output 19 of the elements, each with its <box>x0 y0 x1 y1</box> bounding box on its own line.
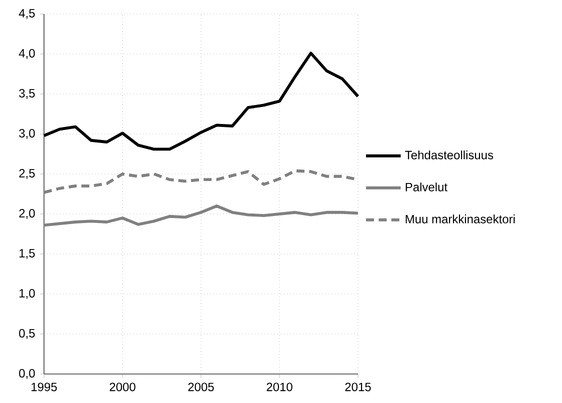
legend-label: Muu markkinasektori <box>406 214 515 224</box>
y-tick-label: 1,0 <box>20 289 35 299</box>
x-tick-label: 1995 <box>32 382 57 392</box>
x-tick-label: 2010 <box>266 382 292 392</box>
x-tick-label: 2015 <box>345 382 371 392</box>
y-tick-label: 0,0 <box>19 369 35 379</box>
y-tick-label: 1,5 <box>20 249 35 259</box>
line-series <box>42 52 360 151</box>
x-tick-label: 2005 <box>188 382 214 392</box>
y-tick-label: 3,5 <box>19 89 35 99</box>
legend-label: Tehdasteollisuus <box>405 150 494 160</box>
y-tick-label: 0,5 <box>19 329 35 339</box>
y-tick-label: 4,5 <box>18 9 35 19</box>
x-tick-label: 2000 <box>110 382 136 392</box>
y-tick-label: 4,0 <box>18 49 35 59</box>
y-tick-label: 2,5 <box>19 169 35 179</box>
legend-label: Palvelut <box>406 182 448 192</box>
y-tick-label: 2,0 <box>19 209 35 219</box>
y-tick-label: 3,0 <box>19 129 35 139</box>
